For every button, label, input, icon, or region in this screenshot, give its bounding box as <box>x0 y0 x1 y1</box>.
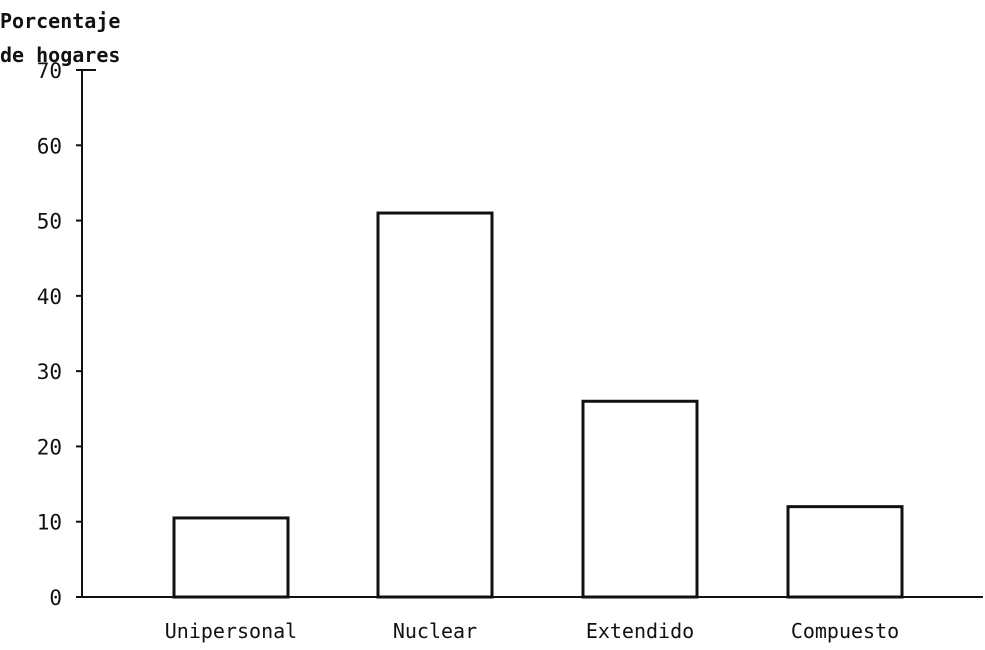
x-tick-label: Unipersonal <box>165 619 297 643</box>
y-tick-label: 70 <box>37 59 62 83</box>
x-tick-label: Compuesto <box>791 619 899 643</box>
y-tick-label: 40 <box>37 285 62 309</box>
y-axis-label-line-1: Porcentaje <box>0 9 120 33</box>
y-axis-label-line-2: de hogares <box>0 43 120 67</box>
bar <box>376 211 494 599</box>
y-tick-label: 20 <box>37 435 62 459</box>
bar <box>172 516 290 599</box>
x-axis: Unipersonal Nuclear Extendido Compuesto <box>82 596 983 643</box>
y-tick-label: 10 <box>37 511 62 535</box>
x-tick-label: Nuclear <box>393 619 477 643</box>
bar <box>581 399 699 599</box>
y-tick-label: 30 <box>37 360 62 384</box>
x-tick-label: Extendido <box>586 619 694 643</box>
bar <box>786 505 904 599</box>
y-tick-label: 0 <box>49 586 62 610</box>
y-tick-label: 50 <box>37 210 62 234</box>
y-axis: 0 10 20 30 40 50 60 70 <box>37 59 96 610</box>
y-tick-label: 60 <box>37 134 62 158</box>
bars <box>172 211 904 599</box>
